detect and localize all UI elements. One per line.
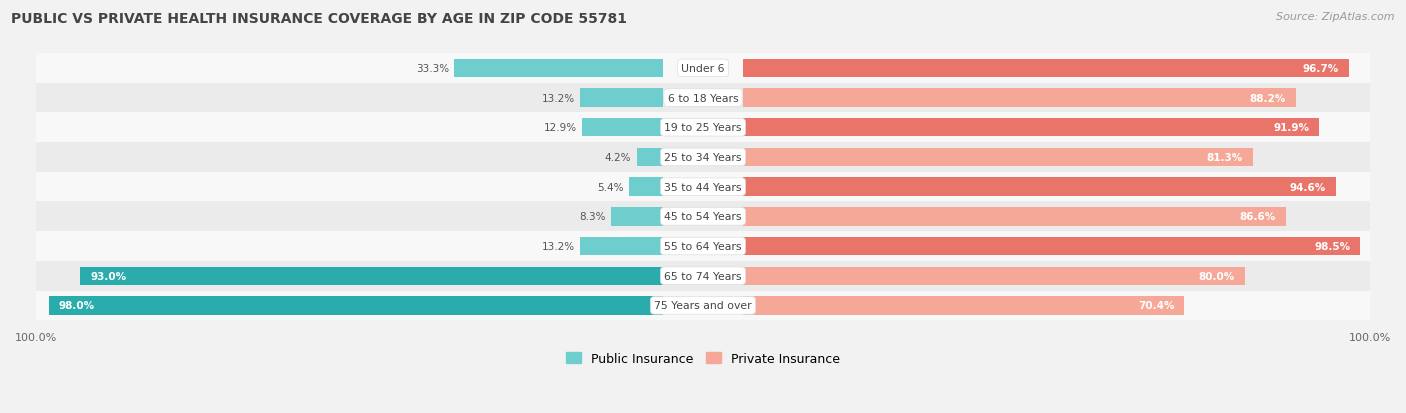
Text: 55 to 64 Years: 55 to 64 Years [664,242,742,252]
Text: 6 to 18 Years: 6 to 18 Years [668,93,738,103]
Text: 86.6%: 86.6% [1240,212,1275,222]
Bar [612,208,664,226]
Text: 8.3%: 8.3% [579,212,606,222]
Text: 96.7%: 96.7% [1303,64,1339,74]
Bar [581,89,664,107]
Bar [628,178,664,196]
Bar [37,232,1369,261]
Bar [742,89,1296,107]
Text: 98.5%: 98.5% [1315,242,1351,252]
Text: 12.9%: 12.9% [544,123,576,133]
Bar [582,119,664,137]
Text: PUBLIC VS PRIVATE HEALTH INSURANCE COVERAGE BY AGE IN ZIP CODE 55781: PUBLIC VS PRIVATE HEALTH INSURANCE COVER… [11,12,627,26]
Bar [37,261,1369,291]
Text: 33.3%: 33.3% [416,64,449,74]
Bar [742,237,1361,256]
Text: 5.4%: 5.4% [598,182,624,192]
Text: 65 to 74 Years: 65 to 74 Years [664,271,742,281]
Text: 98.0%: 98.0% [59,301,94,311]
Text: 94.6%: 94.6% [1289,182,1326,192]
Text: 88.2%: 88.2% [1250,93,1286,103]
Text: 81.3%: 81.3% [1206,152,1243,163]
Bar [37,113,1369,143]
Text: 75 Years and over: 75 Years and over [654,301,752,311]
Bar [454,59,664,78]
Text: 19 to 25 Years: 19 to 25 Years [664,123,742,133]
Bar [742,148,1253,167]
Text: 70.4%: 70.4% [1137,301,1174,311]
Bar [80,267,664,285]
Text: 45 to 54 Years: 45 to 54 Years [664,212,742,222]
Bar [49,297,664,315]
Legend: Public Insurance, Private Insurance: Public Insurance, Private Insurance [561,347,845,370]
Bar [37,172,1369,202]
Text: 13.2%: 13.2% [541,93,575,103]
Bar [37,143,1369,172]
Bar [37,54,1369,83]
Bar [37,291,1369,320]
Text: Source: ZipAtlas.com: Source: ZipAtlas.com [1277,12,1395,22]
Text: 13.2%: 13.2% [541,242,575,252]
Text: Under 6: Under 6 [682,64,724,74]
Text: 25 to 34 Years: 25 to 34 Years [664,152,742,163]
Text: 80.0%: 80.0% [1198,271,1234,281]
Bar [742,208,1286,226]
Bar [742,119,1319,137]
Bar [742,267,1244,285]
Text: 91.9%: 91.9% [1272,123,1309,133]
Text: 93.0%: 93.0% [90,271,127,281]
Bar [37,202,1369,232]
Text: 4.2%: 4.2% [605,152,631,163]
Bar [637,148,664,167]
Bar [37,83,1369,113]
Bar [581,237,664,256]
Bar [742,59,1350,78]
Bar [742,178,1336,196]
Bar [742,297,1184,315]
Text: 35 to 44 Years: 35 to 44 Years [664,182,742,192]
